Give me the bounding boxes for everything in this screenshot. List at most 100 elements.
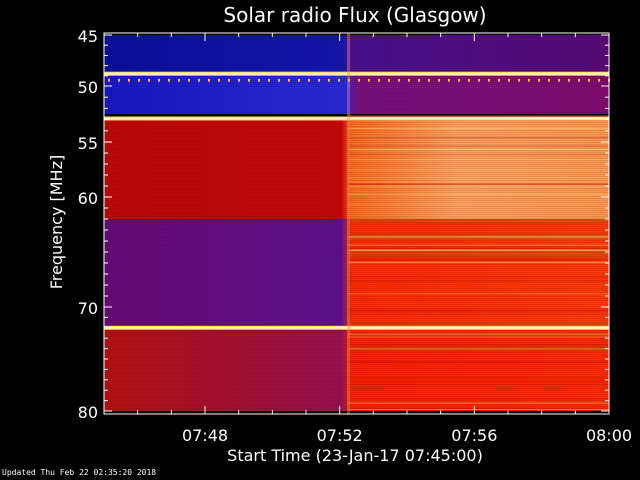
periodic-dot bbox=[478, 78, 480, 82]
periodic-dot bbox=[578, 78, 580, 82]
periodic-dot bbox=[388, 78, 390, 82]
x-tick-label: 07:52 bbox=[317, 426, 363, 445]
periodic-dot bbox=[568, 78, 570, 82]
periodic-dot bbox=[348, 78, 350, 82]
interference-line bbox=[348, 253, 609, 255]
interference-line bbox=[348, 181, 609, 183]
spectrogram-texture bbox=[104, 33, 609, 414]
periodic-dot bbox=[278, 78, 280, 82]
periodic-dot bbox=[268, 78, 270, 82]
interference-line bbox=[348, 244, 609, 246]
y-tick-label: 60 bbox=[78, 189, 98, 208]
interference-line bbox=[348, 120, 609, 122]
interference-line bbox=[348, 293, 609, 295]
periodic-dot bbox=[258, 78, 260, 82]
interference-line bbox=[348, 333, 609, 335]
periodic-dot bbox=[128, 78, 130, 82]
periodic-dot bbox=[118, 78, 120, 82]
y-tick-label: 45 bbox=[78, 27, 98, 46]
periodic-dot bbox=[238, 78, 240, 82]
periodic-dot bbox=[588, 78, 590, 82]
periodic-dot bbox=[528, 78, 530, 82]
y-tick-label: 80 bbox=[78, 403, 98, 422]
periodic-dot bbox=[198, 78, 200, 82]
periodic-dot bbox=[498, 78, 500, 82]
interference-line bbox=[348, 235, 609, 237]
update-timestamp: Updated Thu Feb 22 02:35:20 2018 bbox=[2, 468, 157, 477]
interference-line bbox=[348, 402, 609, 404]
periodic-dot bbox=[108, 78, 110, 82]
periodic-dot bbox=[288, 78, 290, 82]
periodic-dot bbox=[138, 78, 140, 82]
interference-line bbox=[348, 145, 609, 147]
interference-line bbox=[348, 308, 609, 310]
interference-line bbox=[348, 361, 609, 363]
periodic-dot bbox=[458, 78, 460, 82]
x-tick-label: 07:56 bbox=[451, 426, 497, 445]
x-tick-label: 07:48 bbox=[182, 426, 228, 445]
interference-line bbox=[348, 115, 609, 117]
interference-line bbox=[348, 408, 609, 410]
bright-band-core bbox=[104, 326, 609, 329]
interference-line bbox=[348, 247, 609, 249]
periodic-dot bbox=[538, 78, 540, 82]
interference-line bbox=[348, 149, 609, 151]
interference-line bbox=[348, 407, 609, 409]
interference-line bbox=[348, 276, 609, 278]
periodic-dot bbox=[468, 78, 470, 82]
interference-line bbox=[348, 115, 609, 117]
periodic-dot bbox=[328, 78, 330, 82]
x-axis: 07:48 07:52 07:56 08:00 bbox=[103, 33, 632, 445]
periodic-dot bbox=[248, 78, 250, 82]
interference-line bbox=[348, 244, 609, 246]
interference-line bbox=[348, 237, 609, 239]
periodic-dot bbox=[408, 78, 410, 82]
x-axis-label: Start Time (23-Jan-17 07:45:00) bbox=[227, 446, 483, 465]
interference-line bbox=[348, 177, 609, 179]
interference-line bbox=[348, 377, 609, 379]
interference-line bbox=[348, 185, 609, 187]
interference-line bbox=[348, 398, 609, 400]
interference-line bbox=[348, 220, 609, 222]
interference-line bbox=[348, 137, 609, 139]
bright-band-core bbox=[104, 72, 609, 75]
periodic-dot bbox=[168, 78, 170, 82]
periodic-dot bbox=[518, 78, 520, 82]
periodic-dot bbox=[188, 78, 190, 82]
interference-line bbox=[348, 261, 609, 263]
y-axis-label: Frequency [MHz] bbox=[47, 155, 66, 289]
spectrogram-plot bbox=[103, 32, 610, 415]
interference-line bbox=[348, 260, 609, 262]
interference-line bbox=[348, 183, 609, 185]
periodic-dot bbox=[308, 78, 310, 82]
periodic-dot bbox=[228, 78, 230, 82]
periodic-dot bbox=[598, 78, 600, 82]
periodic-dot bbox=[148, 78, 150, 82]
interference-line bbox=[348, 348, 609, 350]
periodic-dot bbox=[508, 78, 510, 82]
interference-line bbox=[348, 249, 609, 251]
burst-onset-edge bbox=[347, 33, 351, 414]
interference-line bbox=[348, 313, 609, 315]
periodic-dot bbox=[178, 78, 180, 82]
interference-line bbox=[348, 236, 609, 238]
interference-line bbox=[348, 333, 609, 335]
interference-line bbox=[348, 344, 609, 346]
interference-line bbox=[348, 361, 609, 363]
y-tick-label: 50 bbox=[78, 78, 98, 97]
interference-line bbox=[348, 383, 609, 385]
interference-line bbox=[348, 148, 609, 150]
interference-line bbox=[348, 136, 609, 138]
interference-line bbox=[348, 137, 609, 139]
interference-line bbox=[348, 153, 609, 155]
interference-line bbox=[348, 259, 609, 261]
periodic-dot bbox=[298, 78, 300, 82]
periodic-dot bbox=[438, 78, 440, 82]
y-tick-label: 70 bbox=[78, 299, 98, 318]
interference-line bbox=[348, 183, 609, 185]
interference-line bbox=[348, 159, 609, 161]
interference-line bbox=[348, 380, 609, 382]
periodic-dot bbox=[218, 78, 220, 82]
plot-frame bbox=[103, 32, 610, 415]
periodic-dot bbox=[158, 78, 160, 82]
